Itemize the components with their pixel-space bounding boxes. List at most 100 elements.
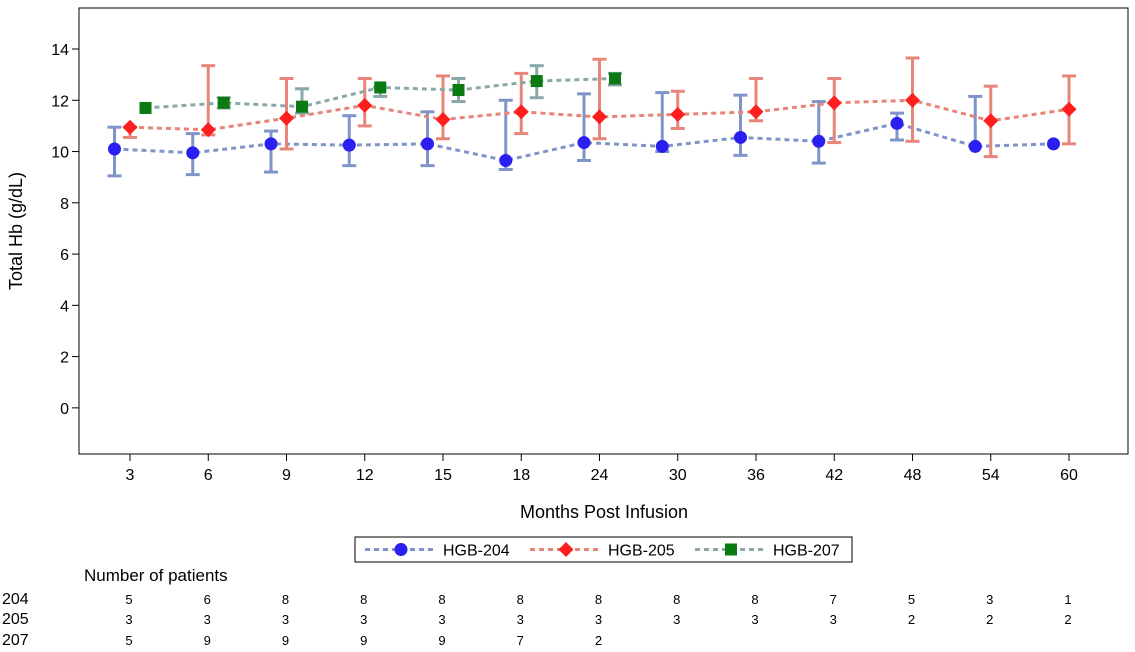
y-tick-label: 8 xyxy=(60,196,69,213)
data-point xyxy=(734,130,747,144)
data-point xyxy=(108,142,121,156)
data-point xyxy=(357,97,373,113)
y-axis-label: Total Hb (g/dL) xyxy=(6,172,26,290)
data-point xyxy=(577,136,591,150)
patients-row-label: 207 xyxy=(2,632,29,649)
patients-count: 6 xyxy=(204,592,211,607)
x-tick-label: 24 xyxy=(591,467,609,484)
patients-row-label: 204 xyxy=(2,591,29,608)
y-tick-label: 12 xyxy=(51,93,69,110)
patients-count: 3 xyxy=(986,592,993,607)
patients-count: 2 xyxy=(595,633,602,648)
patients-count: 2 xyxy=(986,612,993,627)
patients-count: 3 xyxy=(204,612,211,627)
patients-count: 8 xyxy=(517,592,524,607)
data-point xyxy=(530,75,543,88)
x-tick-label: 60 xyxy=(1060,467,1078,484)
patients-count: 3 xyxy=(595,612,602,627)
x-tick-label: 30 xyxy=(669,467,687,484)
data-point xyxy=(812,134,826,148)
plot-area xyxy=(78,7,1129,455)
patient-table: Number of patients 204 5 6 8 8 8 8 8 8 8 7 5 3 1 205 3 3… xyxy=(2,566,1072,649)
x-tick-label: 36 xyxy=(747,467,765,484)
series-layer xyxy=(107,56,1077,178)
legend-item-hgb-205: HGB-205 xyxy=(530,542,675,560)
patients-count: 9 xyxy=(360,633,367,648)
x-axis-label: Months Post Infusion xyxy=(520,502,688,522)
patients-row-205: 205 3 3 3 3 3 3 3 3 3 3 2 2 2 xyxy=(2,611,1072,628)
data-point xyxy=(139,101,152,114)
legend-marker xyxy=(558,542,574,557)
patients-count: 8 xyxy=(673,592,680,607)
x-tick-label: 9 xyxy=(282,467,291,484)
data-point xyxy=(513,104,529,120)
patients-count: 3 xyxy=(517,612,524,627)
x-tick-label: 48 xyxy=(904,467,922,484)
patients-count: 3 xyxy=(438,612,445,627)
patients-title: Number of patients xyxy=(84,566,228,585)
data-point xyxy=(435,112,451,127)
data-point xyxy=(499,154,513,168)
patients-count: 5 xyxy=(908,592,915,607)
patients-count: 5 xyxy=(125,592,132,607)
patients-count: 9 xyxy=(204,633,211,648)
y-tick-label: 0 xyxy=(60,401,69,418)
patients-count: 1 xyxy=(1064,592,1071,607)
y-tick-label: 2 xyxy=(60,350,69,367)
data-point xyxy=(279,110,294,126)
y-tick-label: 6 xyxy=(60,247,69,264)
data-point xyxy=(748,104,764,120)
patients-count: 7 xyxy=(517,633,524,648)
patients-count: 3 xyxy=(125,612,132,627)
data-point xyxy=(421,137,434,151)
series-hgb-204 xyxy=(107,91,1060,178)
patients-count: 5 xyxy=(125,633,132,648)
data-point xyxy=(186,146,200,160)
x-tick-label: 12 xyxy=(356,467,374,484)
data-point xyxy=(374,81,387,94)
legend-marker xyxy=(725,543,737,556)
patients-row-204: 204 5 6 8 8 8 8 8 8 8 7 5 3 1 xyxy=(2,591,1072,608)
data-point xyxy=(1061,101,1077,117)
legend-item-hgb-207: HGB-207 xyxy=(695,543,840,560)
legend-item-hgb-204: HGB-204 xyxy=(365,543,510,560)
patients-count: 8 xyxy=(751,592,758,607)
x-tick-label: 18 xyxy=(512,467,530,484)
patients-count: 8 xyxy=(438,592,445,607)
patients-count: 3 xyxy=(673,612,680,627)
patients-count: 9 xyxy=(282,633,289,648)
data-point xyxy=(1047,137,1060,151)
data-point xyxy=(264,137,278,151)
patients-count: 9 xyxy=(438,633,445,648)
data-point xyxy=(200,122,216,138)
patients-row-207: 207 5 9 9 9 9 7 2 xyxy=(2,632,602,649)
legend-label: HGB-204 xyxy=(443,543,510,560)
patients-count: 3 xyxy=(360,612,367,627)
data-point xyxy=(670,106,686,122)
patients-count: 2 xyxy=(908,612,915,627)
legend-marker xyxy=(394,543,408,556)
data-point xyxy=(968,139,982,153)
data-point xyxy=(890,116,904,130)
y-tick-label: 10 xyxy=(51,145,69,162)
y-tick-label: 14 xyxy=(51,42,69,59)
y-axis: 0 2 4 6 8 10 12 14 xyxy=(51,42,79,418)
legend-box xyxy=(354,536,853,563)
data-point xyxy=(609,72,621,85)
data-point xyxy=(905,92,920,108)
data-point xyxy=(826,95,842,111)
data-point xyxy=(217,96,230,109)
patients-count: 3 xyxy=(830,612,837,627)
data-point xyxy=(296,100,308,113)
legend-label: HGB-205 xyxy=(608,543,675,560)
x-tick-label: 42 xyxy=(825,467,843,484)
data-point xyxy=(983,113,999,129)
x-axis: 3 6 9 12 15 18 24 30 36 42 48 54 60 xyxy=(126,454,1078,484)
patients-count: 8 xyxy=(360,592,367,607)
data-point xyxy=(452,84,465,97)
data-point xyxy=(655,139,669,153)
data-point xyxy=(592,109,607,125)
data-point xyxy=(122,119,138,135)
x-tick-label: 54 xyxy=(982,467,1000,484)
patients-count: 3 xyxy=(751,612,758,627)
